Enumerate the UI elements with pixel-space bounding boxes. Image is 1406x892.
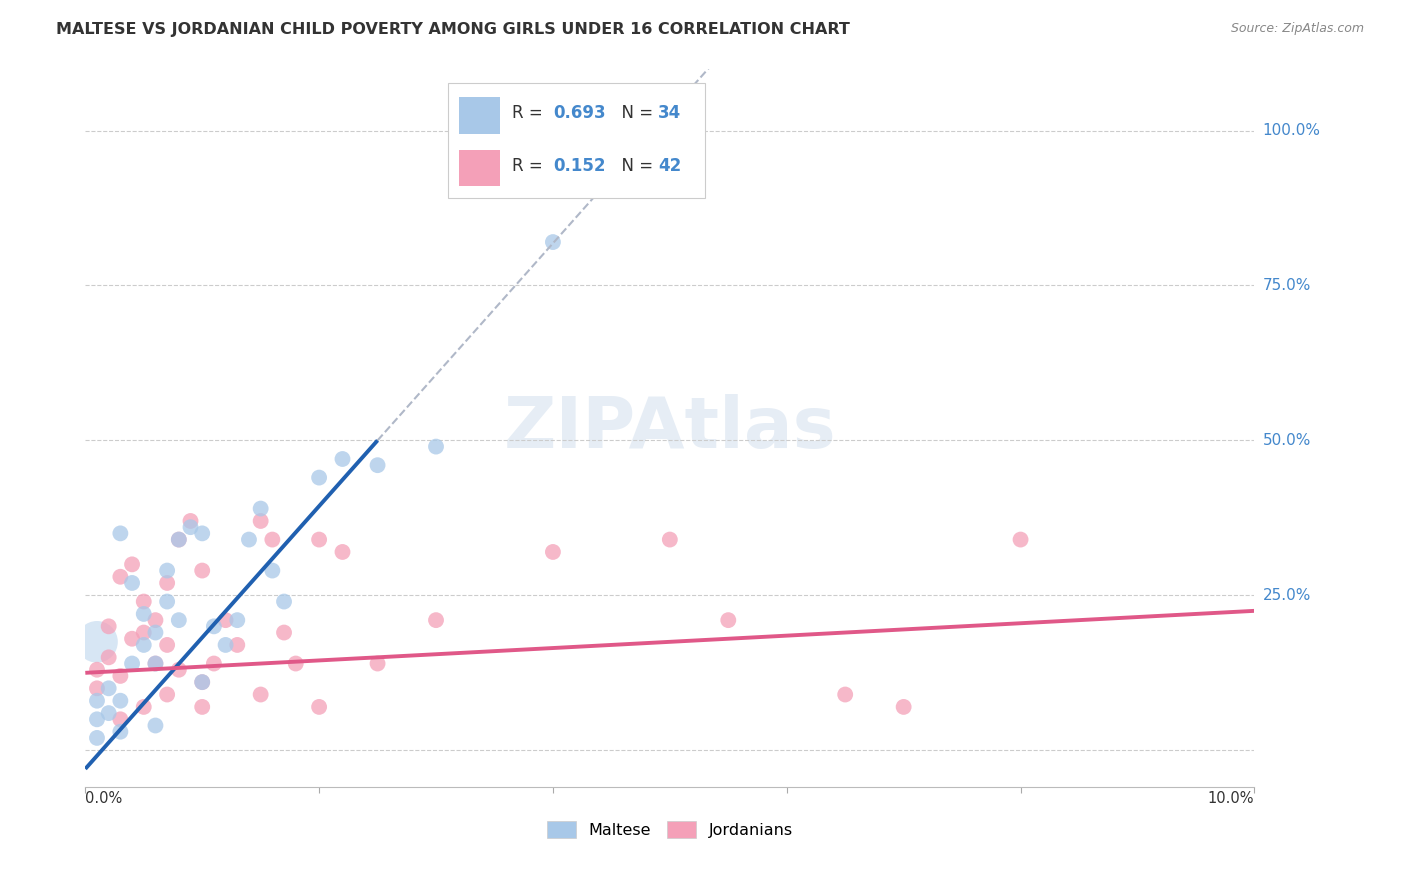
Point xyxy=(214,638,236,652)
Point xyxy=(97,650,120,665)
Bar xyxy=(460,96,501,134)
Point xyxy=(308,470,330,484)
Text: N =: N = xyxy=(612,103,659,122)
Point xyxy=(167,533,190,547)
Text: 50.0%: 50.0% xyxy=(1263,433,1310,448)
Text: R =: R = xyxy=(512,157,548,175)
Text: 0.0%: 0.0% xyxy=(86,790,122,805)
Text: 42: 42 xyxy=(658,157,682,175)
Point xyxy=(249,501,271,516)
Point xyxy=(541,235,564,249)
Point xyxy=(156,638,179,652)
Point xyxy=(145,613,167,627)
Point xyxy=(167,613,190,627)
Point xyxy=(121,558,143,572)
Text: N =: N = xyxy=(612,157,659,175)
Point xyxy=(145,625,167,640)
Point xyxy=(145,657,167,671)
Bar xyxy=(460,150,501,186)
Text: 10.0%: 10.0% xyxy=(1208,790,1254,805)
Point xyxy=(132,625,155,640)
Point xyxy=(167,663,190,677)
Point xyxy=(180,514,202,528)
Point xyxy=(425,440,447,454)
Point xyxy=(110,526,132,541)
Point xyxy=(97,681,120,696)
Point xyxy=(191,675,214,690)
Point xyxy=(191,564,214,578)
Point xyxy=(145,657,167,671)
Point xyxy=(226,638,249,652)
Point xyxy=(249,514,271,528)
Point xyxy=(110,724,132,739)
FancyBboxPatch shape xyxy=(447,83,704,198)
Point xyxy=(332,452,354,467)
Point xyxy=(238,533,260,547)
Point xyxy=(132,700,155,714)
Point xyxy=(86,635,108,649)
Point xyxy=(273,594,295,608)
Legend: Maltese, Jordanians: Maltese, Jordanians xyxy=(541,815,799,844)
Point xyxy=(717,613,740,627)
Point xyxy=(425,613,447,627)
Point xyxy=(367,657,389,671)
Point xyxy=(249,688,271,702)
Point xyxy=(191,526,214,541)
Point xyxy=(273,625,295,640)
Point xyxy=(86,731,108,745)
Point xyxy=(167,533,190,547)
Text: ZIPAtlas: ZIPAtlas xyxy=(503,393,837,463)
Point xyxy=(284,657,307,671)
Point xyxy=(132,594,155,608)
Point xyxy=(132,638,155,652)
Point xyxy=(191,675,214,690)
Point xyxy=(156,594,179,608)
Text: 0.693: 0.693 xyxy=(553,103,606,122)
Point xyxy=(262,564,284,578)
Point xyxy=(110,694,132,708)
Point xyxy=(202,657,225,671)
Text: 34: 34 xyxy=(658,103,682,122)
Point xyxy=(308,700,330,714)
Point xyxy=(367,458,389,473)
Point xyxy=(86,694,108,708)
Point xyxy=(97,706,120,720)
Text: 75.0%: 75.0% xyxy=(1263,278,1310,293)
Point xyxy=(86,681,108,696)
Point xyxy=(332,545,354,559)
Point xyxy=(262,533,284,547)
Point xyxy=(110,712,132,726)
Point xyxy=(202,619,225,633)
Point xyxy=(191,700,214,714)
Point xyxy=(541,545,564,559)
Point xyxy=(214,613,236,627)
Text: 0.152: 0.152 xyxy=(553,157,606,175)
Point xyxy=(1010,533,1032,547)
Point xyxy=(121,657,143,671)
Point xyxy=(110,570,132,584)
Point xyxy=(658,533,681,547)
Point xyxy=(156,564,179,578)
Text: 100.0%: 100.0% xyxy=(1263,123,1320,138)
Point xyxy=(226,613,249,627)
Point xyxy=(86,712,108,726)
Point xyxy=(86,663,108,677)
Point xyxy=(180,520,202,534)
Text: R =: R = xyxy=(512,103,548,122)
Point xyxy=(121,632,143,646)
Text: Source: ZipAtlas.com: Source: ZipAtlas.com xyxy=(1230,22,1364,36)
Point xyxy=(156,688,179,702)
Point xyxy=(97,619,120,633)
Point xyxy=(145,718,167,732)
Point xyxy=(156,576,179,591)
Text: 25.0%: 25.0% xyxy=(1263,588,1310,603)
Text: MALTESE VS JORDANIAN CHILD POVERTY AMONG GIRLS UNDER 16 CORRELATION CHART: MALTESE VS JORDANIAN CHILD POVERTY AMONG… xyxy=(56,22,851,37)
Point xyxy=(110,669,132,683)
Point xyxy=(308,533,330,547)
Point xyxy=(834,688,856,702)
Point xyxy=(893,700,915,714)
Point xyxy=(121,576,143,591)
Point xyxy=(132,607,155,621)
